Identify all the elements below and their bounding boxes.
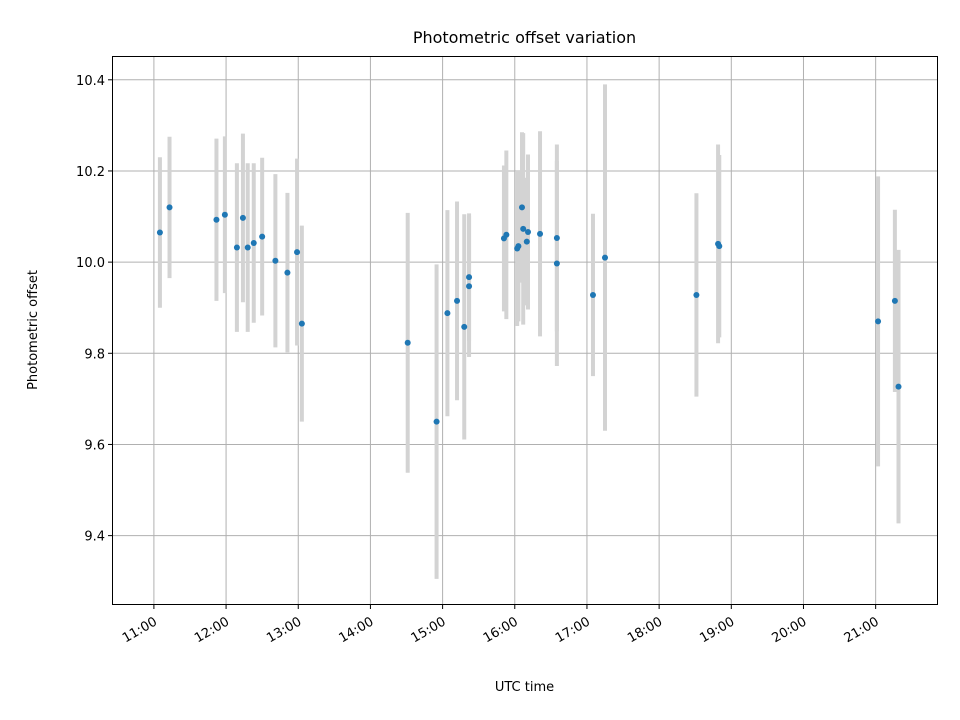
y-tick-label: 10.4 [76, 74, 105, 89]
data-point [284, 269, 291, 276]
data-point [444, 310, 451, 317]
data-point [250, 239, 257, 246]
data-point [537, 230, 544, 237]
x-tick-label: 11:00 [120, 614, 160, 646]
y-axis-ticks: 9.4 9.6 9.8 10.0 10.2 10.4 [76, 74, 113, 545]
x-tick-label: 13:00 [264, 614, 304, 646]
x-tick-label: 19:00 [697, 614, 737, 646]
data-point [693, 291, 700, 298]
chart-title: Photometric offset variation [413, 28, 636, 47]
plot-frame [112, 56, 938, 605]
x-tick-label: 18:00 [625, 614, 665, 646]
y-axis-label: Photometric offset [26, 270, 41, 390]
data-point [895, 383, 902, 390]
data-points [156, 204, 902, 425]
data-point [503, 231, 510, 238]
data-point [404, 339, 411, 346]
x-axis-label: UTC time [495, 680, 554, 695]
data-point [259, 233, 266, 240]
data-point [518, 204, 525, 211]
y-tick-label: 9.6 [84, 438, 105, 453]
y-tick-label: 10.2 [76, 165, 105, 180]
grid [113, 57, 937, 604]
data-point [891, 297, 898, 304]
error-bars [157, 84, 901, 579]
data-point [294, 249, 301, 256]
y-tick-label: 9.8 [84, 347, 105, 362]
data-point [553, 260, 560, 267]
data-point [272, 257, 279, 264]
x-tick-label: 21:00 [842, 614, 882, 646]
data-point [244, 244, 251, 251]
data-point [523, 238, 530, 245]
y-tick-label: 10.0 [76, 256, 105, 271]
data-point [589, 291, 596, 298]
data-point [461, 323, 468, 330]
data-point [454, 297, 461, 304]
data-point [239, 214, 246, 221]
data-point [166, 204, 173, 211]
data-point [601, 254, 608, 261]
data-point [433, 418, 440, 425]
x-axis-ticks: 11:00 12:00 13:00 14:00 15:00 16:00 17:00 18:00… [120, 604, 882, 646]
x-tick-label: 12:00 [192, 614, 232, 646]
data-point [716, 243, 723, 250]
data-point [525, 229, 532, 236]
x-tick-label: 16:00 [481, 614, 521, 646]
y-tick-label: 9.4 [84, 530, 105, 545]
data-point [213, 216, 220, 223]
data-point [298, 320, 305, 327]
data-point [466, 274, 473, 281]
data-point [875, 318, 882, 325]
data-point [156, 229, 163, 236]
x-tick-label: 15:00 [409, 614, 449, 646]
data-point [520, 225, 527, 232]
x-tick-label: 20:00 [770, 614, 810, 646]
data-point [221, 211, 228, 218]
data-point [553, 234, 560, 241]
data-point [515, 243, 522, 250]
x-tick-label: 14:00 [336, 614, 376, 646]
data-point [466, 283, 473, 290]
x-tick-label: 17:00 [553, 614, 593, 646]
data-point [233, 244, 240, 251]
